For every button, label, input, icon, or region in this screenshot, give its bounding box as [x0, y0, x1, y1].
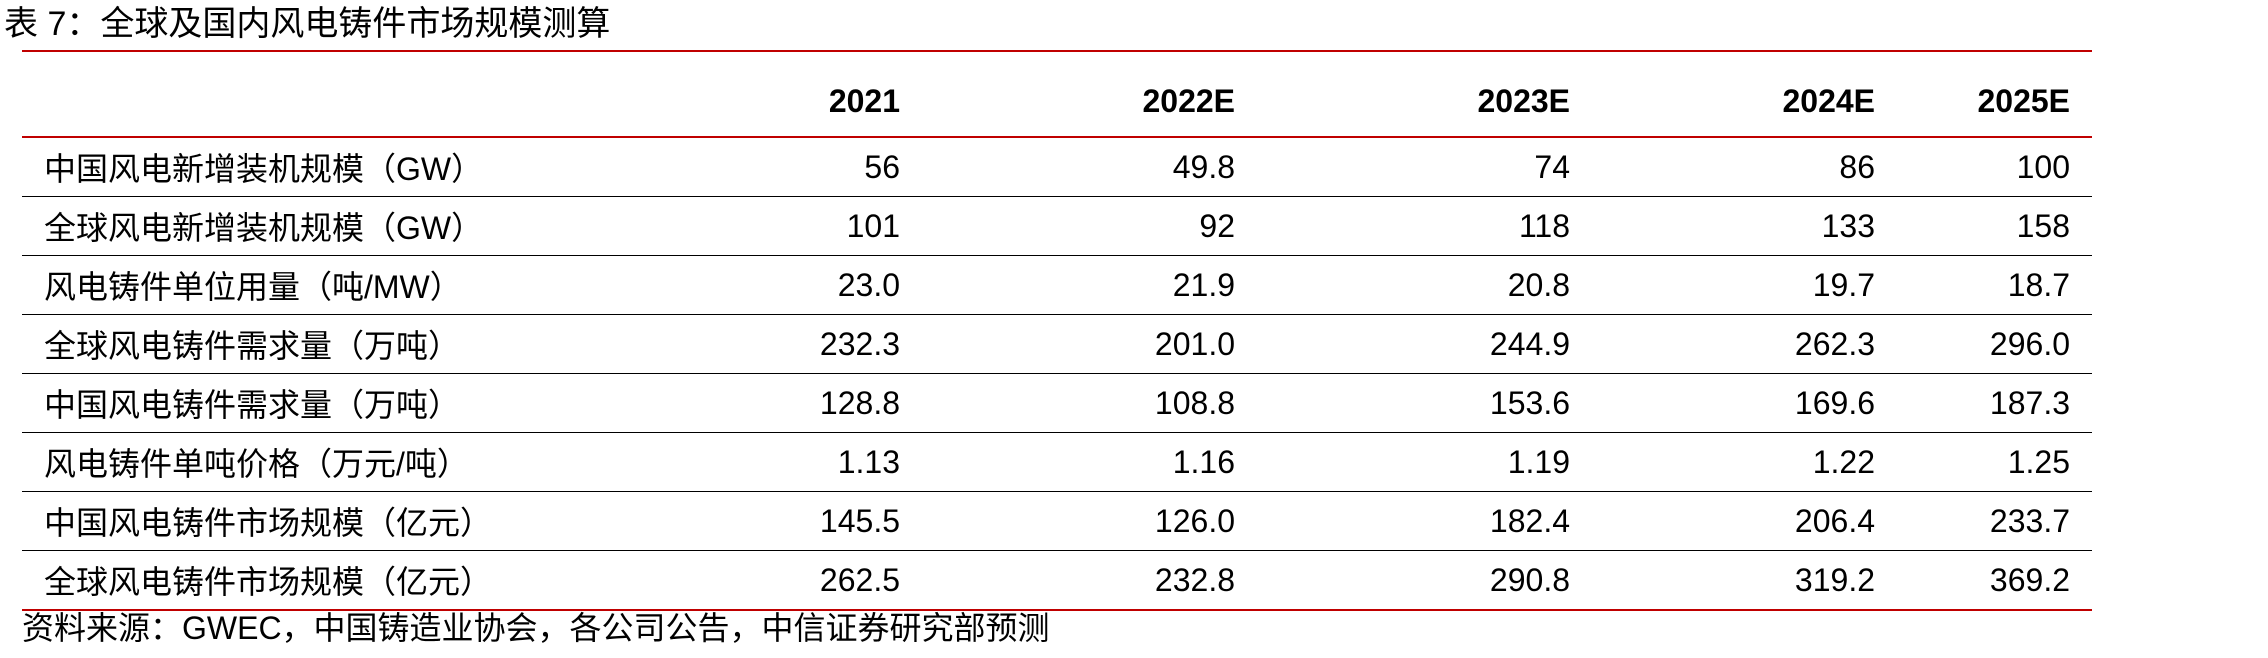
header-cell: [22, 51, 762, 138]
table-cell: 369.2: [1897, 550, 2092, 611]
table-row: 中国风电新增装机规模（GW） 56 49.8 74 86 100: [22, 137, 2092, 197]
header-cell: 2023E: [1257, 51, 1592, 138]
table-caption: 表 7：全球及国内风电铸件市场规模测算: [4, 5, 611, 43]
table-cell: 1.13: [762, 432, 922, 492]
row-label: 中国风电铸件需求量（万吨）: [22, 373, 762, 433]
header-cell: 2024E: [1592, 51, 1897, 138]
table-cell: 169.6: [1592, 373, 1897, 433]
table-row: 风电铸件单位用量（吨/MW） 23.0 21.9 20.8 19.7 18.7: [22, 255, 2092, 315]
table-cell: 1.16: [922, 432, 1257, 492]
table-header-row: 2021 2022E 2023E 2024E 2025E: [22, 51, 2092, 138]
row-label: 中国风电铸件市场规模（亿元）: [22, 491, 762, 551]
row-label: 全球风电铸件需求量（万吨）: [22, 314, 762, 374]
table-row: 全球风电新增装机规模（GW） 101 92 118 133 158: [22, 196, 2092, 256]
table-cell: 21.9: [922, 255, 1257, 315]
table-cell: 319.2: [1592, 550, 1897, 611]
table-row: 全球风电铸件市场规模（亿元） 262.5 232.8 290.8 319.2 3…: [22, 550, 2092, 611]
table-cell: 92: [922, 196, 1257, 256]
table-cell: 158: [1897, 196, 2092, 256]
table-row: 风电铸件单吨价格（万元/吨） 1.13 1.16 1.19 1.22 1.25: [22, 432, 2092, 492]
table-cell: 145.5: [762, 491, 922, 551]
table-cell: 232.8: [922, 550, 1257, 611]
table-cell: 262.3: [1592, 314, 1897, 374]
table-cell: 23.0: [762, 255, 922, 315]
row-label: 全球风电新增装机规模（GW）: [22, 196, 762, 256]
table-cell: 128.8: [762, 373, 922, 433]
table-cell: 244.9: [1257, 314, 1592, 374]
table-cell: 126.0: [922, 491, 1257, 551]
table-cell: 1.25: [1897, 432, 2092, 492]
table-cell: 20.8: [1257, 255, 1592, 315]
table-cell: 262.5: [762, 550, 922, 611]
header-cell: 2021: [762, 51, 922, 138]
data-table-container: 2021 2022E 2023E 2024E 2025E 中国风电新增装机规模（…: [22, 50, 2092, 611]
table-cell: 108.8: [922, 373, 1257, 433]
table-cell: 1.22: [1592, 432, 1897, 492]
table-row: 中国风电铸件需求量（万吨） 128.8 108.8 153.6 169.6 18…: [22, 373, 2092, 433]
header-cell: 2022E: [922, 51, 1257, 138]
row-label: 风电铸件单吨价格（万元/吨）: [22, 432, 762, 492]
table-cell: 232.3: [762, 314, 922, 374]
row-label: 风电铸件单位用量（吨/MW）: [22, 255, 762, 315]
row-label: 全球风电铸件市场规模（亿元）: [22, 550, 762, 611]
market-size-table: 2021 2022E 2023E 2024E 2025E 中国风电新增装机规模（…: [22, 50, 2092, 611]
header-cell: 2025E: [1897, 51, 2092, 138]
table-cell: 56: [762, 137, 922, 197]
table-cell: 296.0: [1897, 314, 2092, 374]
table-row: 全球风电铸件需求量（万吨） 232.3 201.0 244.9 262.3 29…: [22, 314, 2092, 374]
table-cell: 49.8: [922, 137, 1257, 197]
table-cell: 100: [1897, 137, 2092, 197]
table-cell: 182.4: [1257, 491, 1592, 551]
source-note: 资料来源：GWEC，中国铸造业协会，各公司公告，中信证券研究部预测: [22, 610, 1050, 646]
table-cell: 19.7: [1592, 255, 1897, 315]
table-cell: 233.7: [1897, 491, 2092, 551]
table-row: 中国风电铸件市场规模（亿元） 145.5 126.0 182.4 206.4 2…: [22, 491, 2092, 551]
table-cell: 18.7: [1897, 255, 2092, 315]
table-cell: 153.6: [1257, 373, 1592, 433]
row-label: 中国风电新增装机规模（GW）: [22, 137, 762, 197]
table-cell: 118: [1257, 196, 1592, 256]
table-cell: 290.8: [1257, 550, 1592, 611]
table-cell: 86: [1592, 137, 1897, 197]
table-cell: 101: [762, 196, 922, 256]
table-cell: 1.19: [1257, 432, 1592, 492]
table-cell: 74: [1257, 137, 1592, 197]
table-cell: 133: [1592, 196, 1897, 256]
table-cell: 206.4: [1592, 491, 1897, 551]
table-cell: 187.3: [1897, 373, 2092, 433]
table-cell: 201.0: [922, 314, 1257, 374]
